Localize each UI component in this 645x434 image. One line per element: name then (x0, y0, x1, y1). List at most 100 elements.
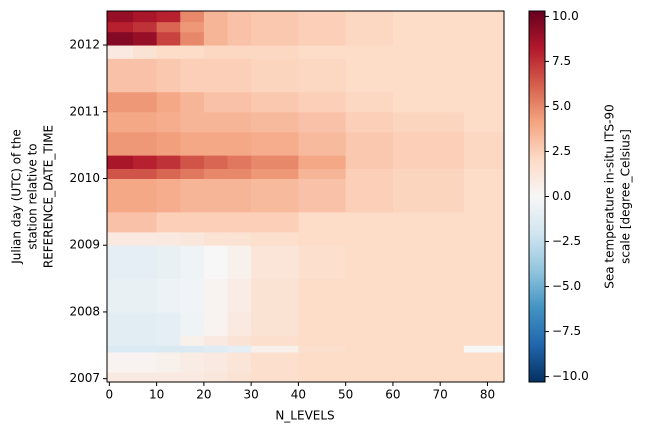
x-tick-label: 0 (106, 388, 114, 402)
heatmap-cell (180, 58, 205, 93)
heatmap-cell (156, 345, 181, 353)
heatmap-cell (392, 371, 465, 383)
heatmap-cell (203, 58, 229, 93)
heatmap-cell (180, 211, 205, 233)
heatmap-cell (227, 311, 252, 336)
heatmap-cell (203, 311, 229, 336)
heatmap-cell (132, 31, 158, 46)
heatmap-cell (392, 91, 465, 113)
y-axis-label: station relative to (26, 143, 40, 249)
heatmap-cell (463, 111, 505, 133)
heatmap-cell (251, 178, 299, 213)
heatmap-cell (227, 178, 252, 213)
y-axis-label: Julian day (UTC) of the (10, 129, 24, 265)
heatmap-cell (107, 351, 134, 373)
heatmap-cell (298, 45, 347, 59)
heatmap-cell (392, 245, 465, 280)
heatmap-cell (298, 131, 347, 156)
heatmap-cell (392, 58, 465, 93)
heatmap-cell (345, 245, 394, 280)
heatmap-cell (180, 131, 205, 156)
heatmap-cell (107, 91, 134, 113)
heatmap-cell (345, 91, 394, 113)
heatmap-cell (203, 231, 229, 246)
heatmap-cell (298, 351, 347, 373)
heatmap-cell (180, 91, 205, 113)
heatmap-cell (392, 211, 465, 233)
heatmap-cell (298, 168, 347, 179)
heatmap-cell (345, 45, 394, 59)
colorbar-label: Sea temperature in-situ ITS-90 (603, 104, 617, 288)
x-tick-label: 50 (338, 388, 353, 402)
heatmap-cell (107, 178, 134, 213)
heatmap-cell (345, 21, 394, 33)
heatmap-cell (345, 31, 394, 46)
heatmap-cell (251, 211, 299, 233)
heatmap-cell (392, 311, 465, 336)
heatmap-cell (203, 211, 229, 233)
y-axis-label: REFERENCE_DATE_TIME (42, 125, 56, 268)
heatmap-cell (156, 278, 181, 313)
heatmap-cell (298, 311, 347, 336)
heatmap-cell (463, 211, 505, 233)
heatmap-cell (251, 311, 299, 336)
heatmap-cell (392, 178, 465, 213)
heatmap-cell (298, 178, 347, 213)
heatmap-cell (251, 231, 299, 246)
y-tick-label: 2010 (69, 171, 100, 185)
heatmap-cell (298, 58, 347, 93)
heatmap-cell (251, 168, 299, 179)
heatmap-cell (298, 91, 347, 113)
heatmap-cell (132, 211, 158, 233)
heatmap-cell (156, 168, 181, 179)
heatmap-cell (345, 111, 394, 133)
heatmap-cell (345, 211, 394, 233)
heatmap-cell (156, 45, 181, 59)
heatmap-cell (392, 345, 465, 353)
heatmap-cell (392, 278, 465, 313)
heatmap-cell (203, 45, 229, 59)
colorbar-label: scale [degree_Celsius] (619, 129, 633, 264)
heatmap-cell (251, 91, 299, 113)
colorbar-tick-label: 10.0 (552, 9, 579, 23)
heatmap-cell (132, 311, 158, 336)
heatmap-cell (345, 131, 394, 156)
heatmap-cell (298, 211, 347, 233)
heatmap-cell (203, 31, 229, 46)
heatmap-cell (203, 11, 229, 23)
heatmap-cell (463, 11, 505, 23)
heatmap-cell (251, 278, 299, 313)
heatmap-cell (227, 58, 252, 93)
heatmap-cell (203, 351, 229, 373)
heatmap-cell (227, 21, 252, 33)
heatmap-cell (463, 21, 505, 33)
heatmap-cell (463, 345, 505, 353)
heatmap-cell (463, 245, 505, 280)
heatmap-cell (345, 11, 394, 23)
heatmap-cell (132, 278, 158, 313)
heatmap-cell (156, 21, 181, 33)
heatmap-cell (156, 311, 181, 336)
heatmap-cell (345, 278, 394, 313)
heatmap-cell (463, 131, 505, 156)
colorbar-tick-label: 5.0 (552, 99, 571, 113)
y-tick-label: 2007 (69, 371, 100, 385)
heatmap-cell (392, 155, 465, 169)
heatmap-cell (392, 21, 465, 33)
heatmap-cell (227, 245, 252, 280)
heatmap-cell (251, 111, 299, 133)
heatmap-cell (203, 21, 229, 33)
heatmap-cell (132, 21, 158, 33)
heatmap-cell (180, 371, 205, 383)
heatmap-cell (392, 45, 465, 59)
heatmap-cell (180, 31, 205, 46)
heatmap-cell (203, 111, 229, 133)
heatmap-cell (107, 21, 134, 33)
heatmap-cell (251, 155, 299, 169)
colorbar-tick-label: 0.0 (552, 189, 571, 203)
heatmap-cell (156, 335, 181, 346)
x-axis-label: N_LEVELS (275, 409, 334, 423)
heatmap-cell (227, 371, 252, 383)
heatmap-cell (180, 278, 205, 313)
